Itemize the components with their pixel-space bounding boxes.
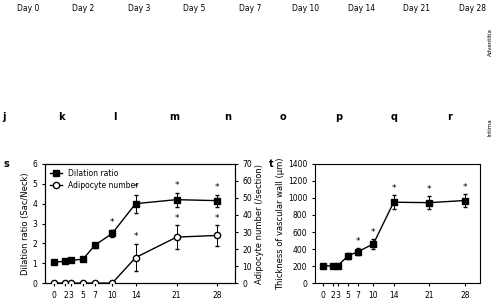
Text: Day 28: Day 28: [458, 4, 485, 13]
Dilation ratio: [174, 198, 180, 201]
Text: e: e: [224, 22, 231, 32]
Dilation ratio: [132, 202, 138, 205]
Text: t: t: [269, 159, 274, 169]
Adipocyte number: [68, 281, 74, 285]
Line: Adipocyte number: Adipocyte number: [50, 232, 220, 286]
Adipocyte number: [80, 281, 86, 285]
Text: k: k: [58, 112, 64, 122]
Dilation ratio: [62, 260, 68, 263]
Text: Day 7: Day 7: [239, 4, 261, 13]
Text: l: l: [114, 112, 117, 122]
Text: Day 21: Day 21: [403, 4, 430, 13]
Y-axis label: Dilation ratio (Sac/Neck): Dilation ratio (Sac/Neck): [20, 172, 30, 275]
Text: Day 2: Day 2: [72, 4, 94, 13]
Text: Day 10: Day 10: [292, 4, 319, 13]
Y-axis label: Adipocyte number (/section): Adipocyte number (/section): [255, 164, 264, 283]
Adipocyte number: [51, 281, 57, 285]
Adipocyte number: [92, 281, 98, 285]
Text: o: o: [280, 112, 286, 122]
Text: h: h: [391, 22, 398, 32]
Text: *: *: [462, 183, 467, 192]
Text: *: *: [427, 185, 432, 194]
Text: Day 14: Day 14: [348, 4, 374, 13]
Adipocyte number: [214, 234, 220, 237]
Text: a: a: [2, 22, 8, 32]
Text: Intima: Intima: [488, 119, 492, 136]
Legend: Dilation ratio, Adipocyte number: Dilation ratio, Adipocyte number: [49, 168, 140, 191]
Text: *: *: [215, 183, 220, 192]
Text: m: m: [169, 112, 179, 122]
Text: d: d: [169, 22, 176, 32]
Text: *: *: [392, 184, 396, 193]
Text: s: s: [3, 159, 9, 169]
Text: i: i: [446, 22, 450, 32]
Dilation ratio: [68, 258, 74, 262]
Text: g: g: [336, 22, 342, 32]
Dilation ratio: [51, 260, 57, 264]
Dilation ratio: [92, 243, 98, 247]
Adipocyte number: [174, 235, 180, 239]
Text: r: r: [446, 112, 452, 122]
Text: *: *: [174, 214, 179, 223]
Y-axis label: Thickness of vascular wall (μm): Thickness of vascular wall (μm): [276, 157, 285, 290]
Text: Day 5: Day 5: [184, 4, 206, 13]
Text: *: *: [356, 237, 360, 246]
Text: f: f: [280, 22, 284, 32]
Text: Day 3: Day 3: [128, 4, 150, 13]
Text: b: b: [58, 22, 65, 32]
Text: p: p: [336, 112, 342, 122]
Text: j: j: [2, 112, 6, 122]
Text: *: *: [174, 181, 179, 190]
Adipocyte number: [109, 281, 115, 285]
Text: *: *: [134, 232, 138, 241]
Dilation ratio: [109, 232, 115, 235]
Text: n: n: [224, 112, 232, 122]
Text: *: *: [215, 214, 220, 223]
Line: Dilation ratio: Dilation ratio: [50, 197, 220, 265]
Dilation ratio: [80, 257, 86, 261]
Adipocyte number: [132, 256, 138, 259]
Text: Adventitia: Adventitia: [488, 29, 492, 56]
Adipocyte number: [62, 281, 68, 285]
Dilation ratio: [214, 199, 220, 202]
Text: *: *: [134, 183, 138, 192]
Text: Day 0: Day 0: [16, 4, 39, 13]
Text: c: c: [114, 22, 119, 32]
Text: *: *: [110, 218, 114, 227]
Text: *: *: [371, 228, 376, 237]
Text: q: q: [391, 112, 398, 122]
